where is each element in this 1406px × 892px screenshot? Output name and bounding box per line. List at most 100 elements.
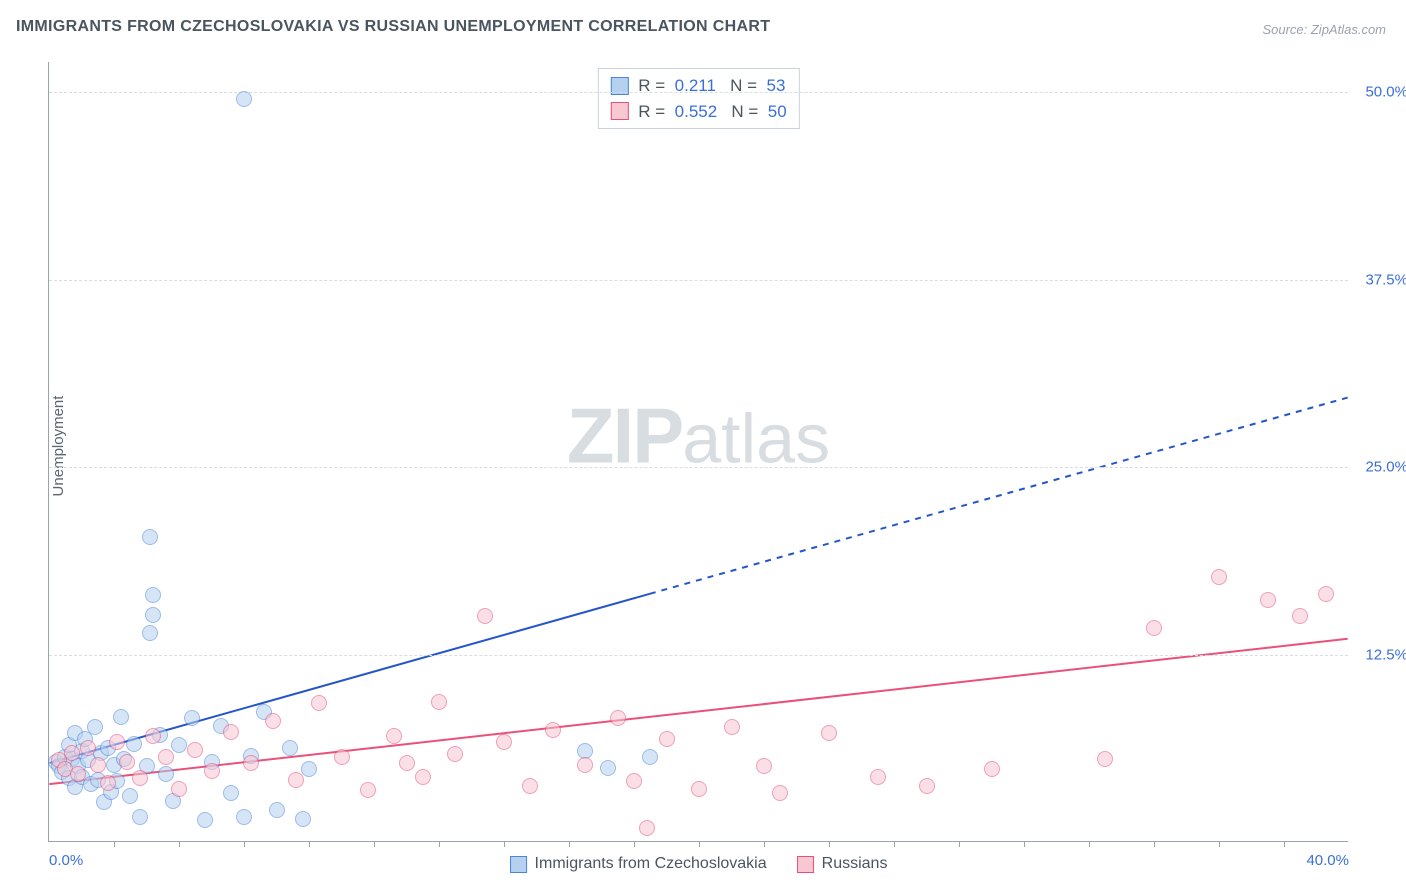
x-tick: [894, 841, 895, 847]
data-point: [496, 734, 512, 750]
data-point: [236, 91, 252, 107]
data-point: [870, 769, 886, 785]
x-tick: [634, 841, 635, 847]
trend-line-extrapolated: [650, 398, 1348, 594]
data-point: [197, 812, 213, 828]
gridline: [49, 655, 1348, 656]
data-point: [642, 749, 658, 765]
data-point: [171, 737, 187, 753]
data-point: [122, 788, 138, 804]
legend-stat-row: R = 0.211 N = 53: [610, 73, 786, 99]
legend-label: Immigrants from Czechoslovakia: [535, 855, 767, 873]
data-point: [577, 757, 593, 773]
data-point: [1097, 751, 1113, 767]
data-point: [282, 740, 298, 756]
data-point: [265, 713, 281, 729]
x-tick: [179, 841, 180, 847]
x-tick-label: 40.0%: [1306, 852, 1349, 869]
trend-overlay: [49, 62, 1348, 841]
x-tick: [764, 841, 765, 847]
y-tick-label: 50.0%: [1365, 84, 1406, 101]
legend-stat-text: R = 0.211 N = 53: [638, 73, 785, 99]
data-point: [724, 719, 740, 735]
data-point: [295, 811, 311, 827]
data-point: [1211, 569, 1227, 585]
data-point: [288, 772, 304, 788]
x-tick: [699, 841, 700, 847]
data-point: [145, 587, 161, 603]
data-point: [145, 607, 161, 623]
data-point: [691, 781, 707, 797]
legend-stat-text: R = 0.552 N = 50: [638, 99, 786, 125]
data-point: [132, 770, 148, 786]
data-point: [64, 745, 80, 761]
data-point: [431, 694, 447, 710]
data-point: [639, 820, 655, 836]
legend-swatch: [610, 102, 628, 120]
data-point: [610, 710, 626, 726]
data-point: [269, 802, 285, 818]
data-point: [447, 746, 463, 762]
x-tick: [504, 841, 505, 847]
x-tick: [829, 841, 830, 847]
data-point: [158, 766, 174, 782]
data-point: [132, 809, 148, 825]
x-tick: [309, 841, 310, 847]
x-tick: [569, 841, 570, 847]
data-point: [415, 769, 431, 785]
source-attribution: Source: ZipAtlas.com: [1262, 22, 1386, 37]
data-point: [772, 785, 788, 801]
data-point: [171, 781, 187, 797]
data-point: [919, 778, 935, 794]
legend-stats: R = 0.211 N = 53R = 0.552 N = 50: [597, 68, 799, 129]
y-tick-label: 12.5%: [1365, 646, 1406, 663]
x-tick: [1284, 841, 1285, 847]
x-tick-label: 0.0%: [49, 852, 83, 869]
data-point: [126, 736, 142, 752]
legend-stat-row: R = 0.552 N = 50: [610, 99, 786, 125]
data-point: [386, 728, 402, 744]
data-point: [1146, 620, 1162, 636]
data-point: [184, 710, 200, 726]
data-point: [119, 754, 135, 770]
x-tick: [1024, 841, 1025, 847]
data-point: [142, 625, 158, 641]
data-point: [626, 773, 642, 789]
data-point: [145, 728, 161, 744]
x-tick: [1219, 841, 1220, 847]
gridline: [49, 280, 1348, 281]
data-point: [70, 766, 86, 782]
data-point: [1292, 608, 1308, 624]
x-tick: [959, 841, 960, 847]
data-point: [756, 758, 772, 774]
x-tick: [114, 841, 115, 847]
data-point: [100, 775, 116, 791]
data-point: [90, 757, 106, 773]
data-point: [334, 749, 350, 765]
legend-swatch: [510, 856, 527, 873]
gridline: [49, 467, 1348, 468]
data-point: [223, 724, 239, 740]
data-point: [187, 742, 203, 758]
x-tick: [1089, 841, 1090, 847]
legend-label: Russians: [822, 855, 888, 873]
data-point: [223, 785, 239, 801]
data-point: [477, 608, 493, 624]
legend-item: Immigrants from Czechoslovakia: [510, 855, 767, 873]
legend-bottom: Immigrants from Czechoslovakia Russians: [510, 855, 888, 873]
data-point: [113, 709, 129, 725]
data-point: [204, 763, 220, 779]
y-tick-label: 25.0%: [1365, 459, 1406, 476]
data-point: [399, 755, 415, 771]
x-tick: [374, 841, 375, 847]
x-tick: [1154, 841, 1155, 847]
data-point: [142, 529, 158, 545]
data-point: [1260, 592, 1276, 608]
watermark-atlas: atlas: [682, 399, 830, 477]
data-point: [1318, 586, 1334, 602]
data-point: [87, 719, 103, 735]
data-point: [243, 755, 259, 771]
chart-title: IMMIGRANTS FROM CZECHOSLOVAKIA VS RUSSIA…: [16, 18, 770, 36]
data-point: [158, 749, 174, 765]
legend-swatch: [797, 856, 814, 873]
